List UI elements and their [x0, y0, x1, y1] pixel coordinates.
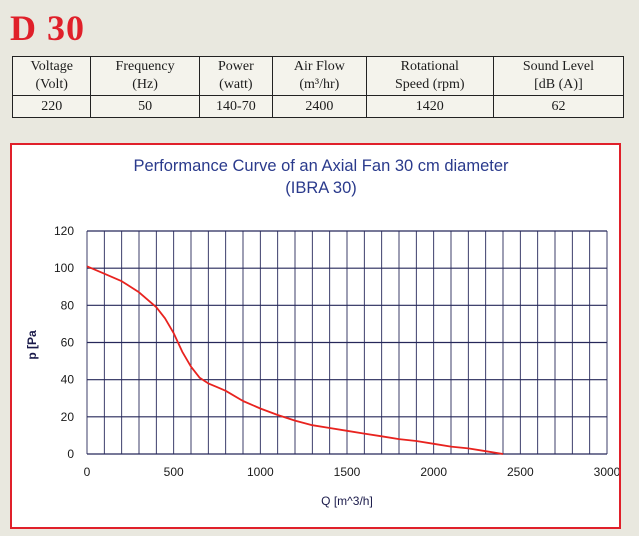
- header-frequency: Frequency (Hz): [90, 56, 200, 96]
- y-tick-label: 120: [54, 224, 74, 238]
- y-tick-label: 80: [61, 298, 75, 312]
- x-tick-label: 0: [84, 465, 91, 479]
- spec-value-row: 220 50 140-70 2400 1420 62: [11, 95, 625, 118]
- value-frequency: 50: [90, 95, 200, 118]
- model-title: D 30: [10, 8, 85, 48]
- x-tick-labels: 0 500 1000 1500 2000 2500 3000: [84, 465, 621, 479]
- value-voltage: 220: [11, 95, 92, 118]
- y-tick-label: 0: [67, 447, 74, 461]
- performance-curve-line: [86, 265, 504, 455]
- header-rotational-speed: Rotational Speed (rpm): [365, 56, 494, 96]
- y-tick-label: 100: [54, 261, 74, 275]
- chart-grid: [86, 230, 608, 455]
- chart-series: [86, 265, 504, 455]
- y-axis-label: p [Pa: [25, 330, 39, 360]
- x-tick-label: 2500: [507, 465, 534, 479]
- chart-panel: Performance Curve of an Axial Fan 30 cm …: [10, 143, 621, 529]
- header-voltage: Voltage (Volt): [11, 56, 92, 96]
- y-tick-label: 40: [61, 373, 75, 387]
- performance-chart: Performance Curve of an Axial Fan 30 cm …: [25, 157, 621, 508]
- spec-table: Voltage (Volt) Frequency (Hz) Power (watt) …: [11, 56, 625, 118]
- value-rotational-speed: 1420: [365, 95, 494, 118]
- value-sound-level: 62: [492, 95, 625, 118]
- x-tick-label: 2000: [420, 465, 447, 479]
- y-tick-labels: 0 20 40 60 80 100 120: [54, 224, 74, 461]
- spec-header-row: Voltage (Volt) Frequency (Hz) Power (watt) …: [11, 56, 625, 96]
- chart-title: Performance Curve of an Axial Fan 30 cm …: [133, 157, 509, 175]
- value-air-flow: 2400: [272, 95, 367, 118]
- x-tick-label: 1500: [334, 465, 361, 479]
- header-air-flow: Air Flow (m³/hr): [272, 56, 367, 96]
- x-tick-label: 1000: [247, 465, 274, 479]
- x-axis-label: Q [m^3/h]: [321, 494, 373, 508]
- y-tick-label: 20: [61, 410, 75, 424]
- x-tick-label: 3000: [594, 465, 619, 479]
- x-tick-label: 500: [164, 465, 184, 479]
- header-power: Power (watt): [198, 56, 274, 96]
- y-tick-label: 60: [61, 336, 75, 350]
- header-sound-level: Sound Level [dB (A)]: [492, 56, 625, 96]
- value-power: 140-70: [198, 95, 274, 118]
- chart-subtitle: (IBRA 30): [285, 179, 357, 197]
